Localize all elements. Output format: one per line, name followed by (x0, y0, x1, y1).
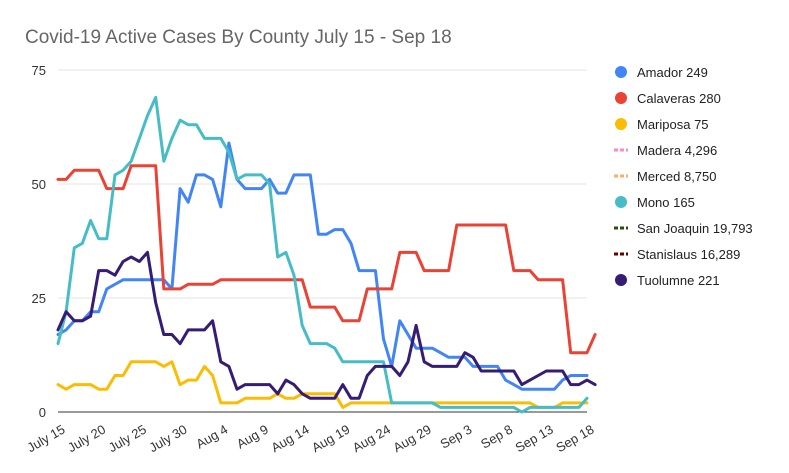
legend-label: San Joaquin 19,793 (637, 221, 753, 236)
legend-label: Mono 165 (637, 195, 695, 210)
x-tick-label: July 20 (65, 422, 108, 456)
series-line-5 (56, 95, 589, 414)
x-tick-label: Aug 29 (391, 422, 434, 456)
legend-swatch (615, 118, 627, 130)
x-tick-label: Aug 24 (350, 422, 393, 456)
chart-title: Covid-19 Active Cases By County July 15 … (25, 27, 452, 48)
gridlines (58, 69, 587, 413)
y-tick-label: 0 (39, 405, 46, 420)
legend-swatch (615, 66, 627, 78)
legend-swatch (615, 92, 627, 104)
legend-label: Merced 8,750 (637, 169, 717, 184)
series-line-0 (56, 141, 589, 391)
legend-label: Madera 4,296 (637, 143, 717, 158)
y-tick-label: 75 (32, 63, 46, 78)
x-tick-label: July 15 (24, 422, 67, 456)
y-axis: 0 25 50 75 (32, 63, 46, 420)
legend: Amador 249 Calaveras 280 Mariposa 75 Madera… (614, 65, 753, 288)
y-tick-label: 50 (32, 177, 46, 192)
series-lines (56, 95, 597, 414)
legend-label: Amador 249 (637, 65, 708, 80)
legend-label: Calaveras 280 (637, 91, 721, 106)
series-line-8 (56, 250, 597, 400)
x-tick-label: Aug 14 (268, 422, 311, 456)
x-tick-label: Sep 8 (478, 422, 515, 452)
x-tick-label: July 25 (106, 422, 149, 456)
x-tick-label: July 30 (146, 422, 189, 456)
x-tick-label: Aug 4 (193, 422, 230, 452)
legend-swatch (615, 196, 627, 208)
legend-label: Stanislaus 16,289 (637, 247, 740, 262)
x-tick-label: Sep 18 (553, 422, 596, 456)
x-tick-label: Sep 13 (513, 422, 556, 456)
y-tick-label: 25 (32, 291, 46, 306)
x-tick-label: Aug 9 (234, 422, 271, 452)
x-tick-label: Sep 3 (437, 422, 474, 452)
series-line-1 (56, 164, 597, 355)
legend-swatch (615, 274, 627, 286)
x-tick-label: Aug 19 (309, 422, 352, 456)
series-line-2 (56, 360, 589, 409)
legend-label: Mariposa 75 (637, 117, 709, 132)
legend-label: Tuolumne 221 (637, 273, 720, 288)
